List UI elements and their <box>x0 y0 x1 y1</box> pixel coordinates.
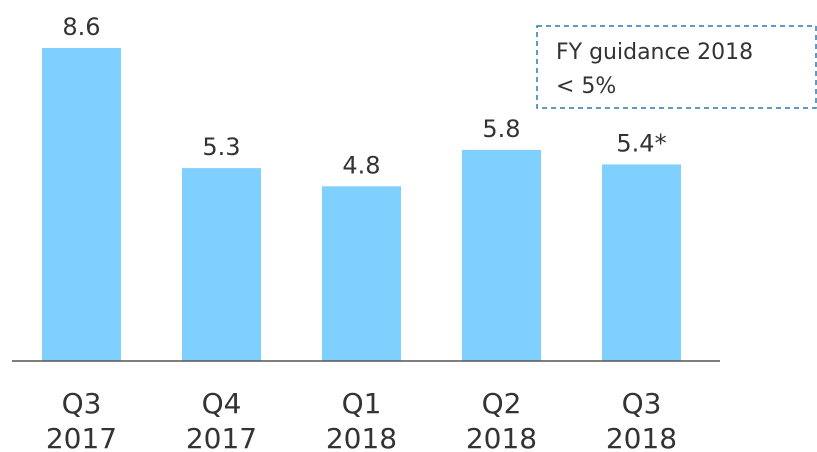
x-tick-label: 2018 <box>466 422 537 452</box>
x-tick-label: Q1 <box>342 387 382 420</box>
value-label: 4.8 <box>342 151 380 179</box>
x-tick-label: 2018 <box>606 422 677 452</box>
bar <box>602 164 681 361</box>
annotation: FY guidance 2018 <box>556 40 753 65</box>
bar <box>322 186 401 361</box>
value-label: 8.6 <box>62 13 100 41</box>
x-tick-label: 2017 <box>46 422 117 452</box>
x-tick-label: 2017 <box>186 422 257 452</box>
x-tick-label: 2018 <box>326 422 397 452</box>
value-label: 5.4* <box>616 129 666 157</box>
annotation: < 5% <box>556 74 616 99</box>
x-tick-label: Q3 <box>622 387 662 420</box>
bar <box>182 168 261 361</box>
value-label: 5.8 <box>482 115 520 143</box>
annotation-box <box>536 25 817 109</box>
bar <box>42 47 121 362</box>
value-label: 5.3 <box>202 133 240 161</box>
x-tick-label: Q2 <box>482 387 522 420</box>
bar <box>462 149 541 361</box>
x-tick-label: Q4 <box>202 387 242 420</box>
x-tick-label: Q3 <box>62 387 102 420</box>
